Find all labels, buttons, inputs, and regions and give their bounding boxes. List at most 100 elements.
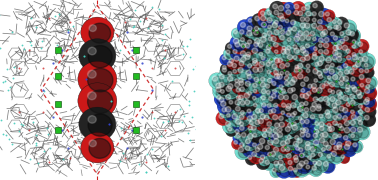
Circle shape	[353, 143, 362, 152]
Circle shape	[338, 71, 348, 81]
Circle shape	[314, 58, 329, 73]
Circle shape	[310, 159, 322, 170]
Circle shape	[225, 42, 237, 54]
Circle shape	[246, 70, 257, 81]
Circle shape	[350, 38, 361, 49]
Circle shape	[330, 97, 335, 102]
Circle shape	[247, 31, 259, 42]
Circle shape	[263, 82, 276, 94]
Circle shape	[267, 31, 277, 41]
Circle shape	[300, 23, 305, 28]
Circle shape	[320, 84, 331, 95]
Circle shape	[334, 25, 343, 34]
Circle shape	[222, 56, 230, 64]
Circle shape	[319, 44, 326, 51]
Circle shape	[352, 55, 364, 66]
Circle shape	[274, 157, 291, 173]
Circle shape	[356, 90, 367, 101]
Circle shape	[351, 134, 359, 142]
Circle shape	[293, 145, 304, 156]
Circle shape	[224, 58, 239, 74]
Circle shape	[257, 152, 272, 166]
Circle shape	[247, 109, 256, 117]
Circle shape	[288, 166, 293, 171]
Circle shape	[269, 133, 273, 137]
Circle shape	[303, 131, 316, 143]
Circle shape	[324, 15, 338, 29]
Circle shape	[340, 127, 349, 135]
Circle shape	[232, 97, 247, 112]
Circle shape	[240, 87, 245, 91]
Circle shape	[266, 91, 270, 94]
Circle shape	[248, 19, 256, 26]
Circle shape	[249, 121, 258, 130]
Circle shape	[301, 52, 318, 68]
Circle shape	[284, 85, 301, 101]
Circle shape	[314, 102, 327, 114]
Circle shape	[254, 42, 263, 52]
Circle shape	[229, 101, 237, 108]
Circle shape	[239, 78, 243, 83]
Circle shape	[360, 96, 377, 113]
Circle shape	[320, 133, 324, 137]
Circle shape	[288, 88, 293, 93]
Circle shape	[285, 19, 289, 23]
Circle shape	[298, 139, 302, 143]
Circle shape	[270, 1, 285, 16]
Circle shape	[279, 25, 282, 29]
Circle shape	[292, 125, 297, 130]
Circle shape	[325, 113, 331, 118]
Circle shape	[300, 119, 310, 129]
Circle shape	[305, 5, 310, 9]
Circle shape	[335, 69, 349, 82]
Circle shape	[329, 126, 335, 131]
Circle shape	[253, 67, 258, 73]
Circle shape	[222, 68, 226, 72]
Circle shape	[297, 20, 313, 36]
Circle shape	[292, 125, 304, 136]
Circle shape	[279, 165, 285, 170]
Circle shape	[308, 156, 311, 159]
Circle shape	[268, 59, 277, 68]
Circle shape	[253, 58, 263, 68]
Circle shape	[235, 129, 239, 134]
Circle shape	[329, 104, 346, 121]
Circle shape	[304, 31, 309, 36]
Circle shape	[273, 129, 291, 146]
Circle shape	[296, 34, 299, 37]
Circle shape	[324, 81, 329, 86]
Circle shape	[313, 69, 318, 74]
Circle shape	[277, 69, 289, 80]
Circle shape	[286, 10, 291, 15]
Circle shape	[254, 141, 270, 157]
Circle shape	[317, 71, 322, 76]
Circle shape	[293, 168, 302, 176]
Circle shape	[328, 89, 336, 96]
Circle shape	[306, 11, 311, 16]
Circle shape	[298, 11, 308, 21]
Circle shape	[306, 64, 310, 68]
Circle shape	[311, 153, 315, 157]
Circle shape	[268, 37, 272, 41]
Circle shape	[242, 143, 257, 157]
Circle shape	[333, 41, 350, 57]
Circle shape	[236, 58, 251, 73]
Circle shape	[304, 66, 316, 78]
Circle shape	[302, 8, 318, 24]
Circle shape	[330, 63, 339, 71]
Circle shape	[226, 98, 238, 110]
Circle shape	[313, 161, 321, 169]
Circle shape	[359, 53, 376, 69]
Circle shape	[221, 90, 229, 98]
Circle shape	[357, 116, 362, 121]
Circle shape	[281, 89, 290, 98]
Circle shape	[300, 153, 310, 163]
Circle shape	[318, 26, 336, 43]
Circle shape	[260, 114, 265, 119]
Circle shape	[304, 102, 313, 110]
Circle shape	[281, 49, 286, 54]
Circle shape	[226, 114, 234, 121]
Circle shape	[317, 161, 327, 171]
Circle shape	[359, 75, 364, 79]
Circle shape	[266, 49, 274, 58]
